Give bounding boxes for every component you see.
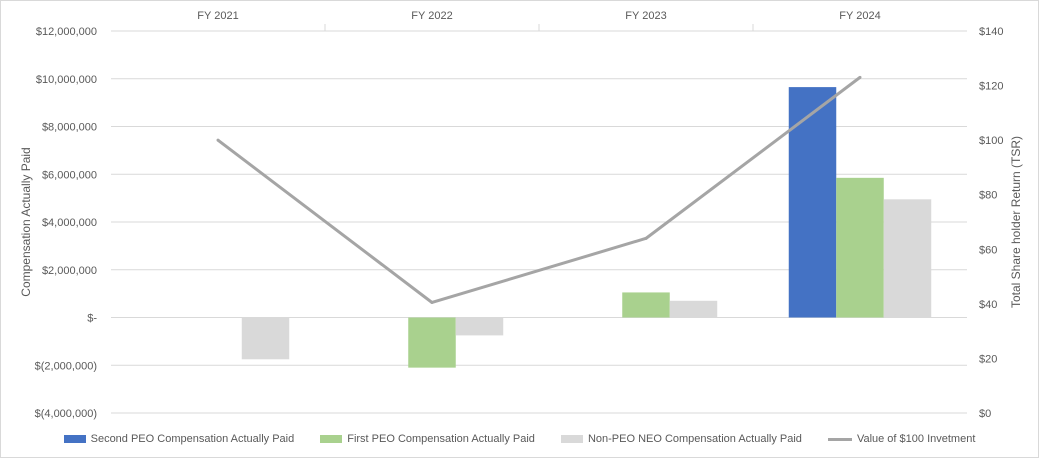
right-tick-label: $20 bbox=[979, 353, 997, 365]
category-labels: FY 2021 FY 2022 FY 2023 FY 2024 bbox=[197, 10, 881, 31]
bar bbox=[836, 177, 884, 318]
left-tick-label: $(2,000,000) bbox=[35, 360, 97, 372]
left-tick-label: $10,000,000 bbox=[36, 74, 97, 86]
category-label: FY 2022 bbox=[411, 10, 452, 22]
legend-item-non-peo-neo: Non-PEO NEO Compensation Actually Paid bbox=[560, 433, 802, 445]
right-tick-label: $60 bbox=[979, 244, 997, 256]
left-tick-label: $- bbox=[87, 313, 97, 325]
right-tick-label: $40 bbox=[979, 299, 997, 311]
right-tick-label: $140 bbox=[979, 26, 1003, 38]
bar bbox=[622, 292, 670, 318]
left-tick-label: $8,000,000 bbox=[42, 122, 97, 134]
tsr-point bbox=[430, 300, 434, 304]
left-axis-title: Compensation Actually Paid bbox=[19, 147, 33, 296]
tsr-point bbox=[644, 236, 648, 240]
legend-item-first-peo: First PEO Compensation Actually Paid bbox=[320, 433, 535, 445]
legend-swatch bbox=[320, 435, 343, 443]
left-tick-label: $4,000,000 bbox=[42, 217, 97, 229]
bars bbox=[241, 87, 932, 368]
legend-swatch bbox=[560, 435, 583, 443]
legend-swatch-line bbox=[827, 437, 852, 441]
right-tick-label: $120 bbox=[979, 81, 1003, 93]
legend-label: Value of $100 Invetment bbox=[856, 433, 976, 445]
right-tick-label: $80 bbox=[979, 190, 997, 202]
bar bbox=[241, 317, 290, 360]
bar bbox=[455, 317, 504, 336]
legend-label: First PEO Compensation Actually Paid bbox=[347, 433, 535, 445]
right-axis-ticks: $140 $120 $100 $80 $60 $40 $20 $0 bbox=[979, 26, 1003, 420]
left-axis-ticks: $12,000,000 $10,000,000 $8,000,000 $6,000,0… bbox=[35, 26, 98, 420]
category-label: FY 2024 bbox=[839, 10, 880, 22]
right-axis-title: Total Share holder Return (TSR) bbox=[1009, 136, 1023, 308]
bar bbox=[883, 199, 932, 318]
legend-item-second-peo: Second PEO Compensation Actually Paid bbox=[63, 433, 295, 445]
tsr-line-path bbox=[217, 76, 861, 304]
legend-label: Second PEO Compensation Actually Paid bbox=[90, 433, 295, 445]
right-tick-label: $0 bbox=[979, 408, 991, 420]
left-tick-label: $12,000,000 bbox=[36, 26, 97, 38]
tsr-point bbox=[858, 75, 862, 79]
bar bbox=[408, 317, 456, 368]
legend-item-tsr: Value of $100 Invetment bbox=[827, 433, 976, 445]
right-tick-label: $100 bbox=[979, 135, 1003, 147]
left-tick-label: $(4,000,000) bbox=[35, 408, 97, 420]
category-label: FY 2021 bbox=[197, 10, 238, 22]
bar bbox=[669, 300, 718, 318]
legend: Second PEO Compensation Actually Paid Fi… bbox=[0, 429, 1039, 449]
left-tick-label: $6,000,000 bbox=[42, 169, 97, 181]
tsr-line bbox=[216, 75, 862, 304]
tsr-point bbox=[216, 138, 220, 142]
bar bbox=[788, 87, 837, 318]
legend-label: Non-PEO NEO Compensation Actually Paid bbox=[587, 433, 802, 445]
category-label: FY 2023 bbox=[625, 10, 666, 22]
left-tick-label: $2,000,000 bbox=[42, 265, 97, 277]
legend-swatch bbox=[63, 435, 86, 443]
